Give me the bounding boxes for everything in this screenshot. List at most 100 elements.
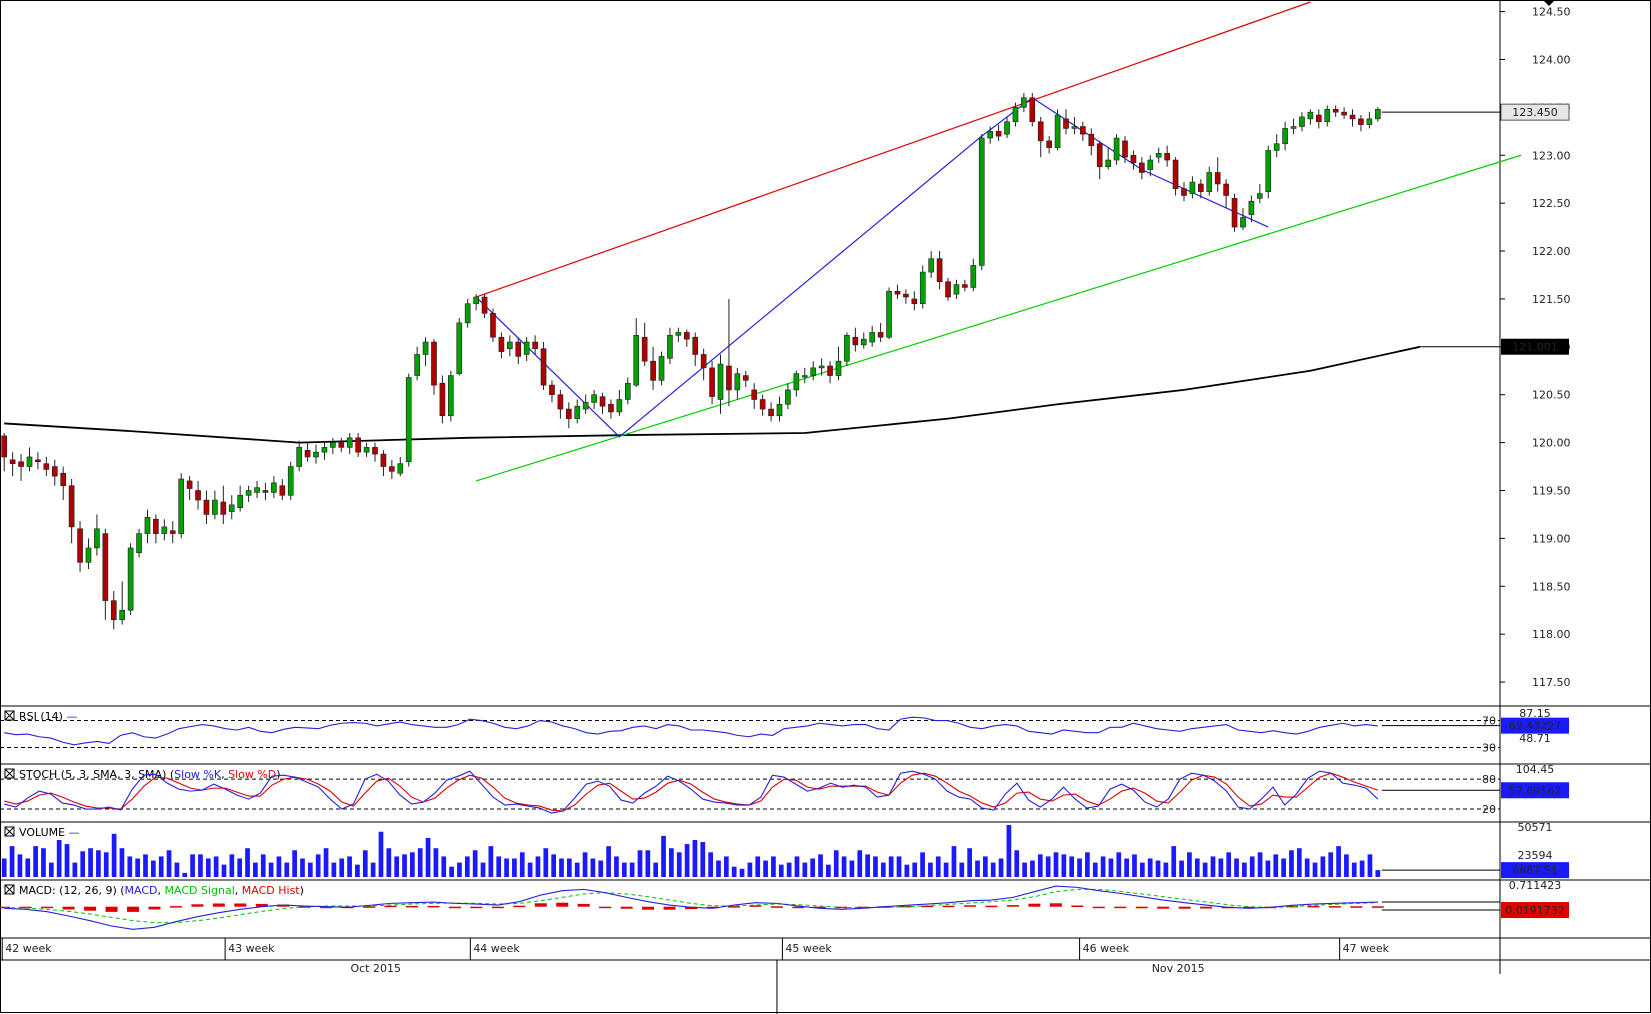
candle-body bbox=[507, 341, 513, 350]
volume-bar bbox=[331, 862, 337, 877]
candle-body bbox=[700, 354, 707, 369]
volume-bar bbox=[841, 856, 847, 877]
macd-hist-bar bbox=[427, 905, 440, 908]
candle-body bbox=[793, 373, 800, 391]
volume-bar bbox=[519, 852, 525, 877]
candle-body bbox=[852, 336, 859, 346]
volume-bar bbox=[260, 854, 266, 877]
candle-body bbox=[85, 547, 92, 563]
stoch-d-line bbox=[4, 772, 1378, 812]
candle-body bbox=[237, 494, 243, 509]
macd-hist-bar bbox=[191, 904, 204, 907]
volume-bar bbox=[731, 866, 737, 877]
candle-body bbox=[953, 284, 960, 295]
macd-hist-bar bbox=[1006, 905, 1019, 907]
candle-body bbox=[178, 478, 185, 534]
candle-body bbox=[624, 382, 631, 400]
stoch-last-label-box bbox=[1501, 782, 1569, 799]
week-label: 44 week bbox=[473, 942, 520, 955]
candle-body bbox=[60, 472, 67, 487]
candle-body bbox=[801, 375, 808, 378]
volume-bar bbox=[347, 856, 352, 877]
y-tick-label: 124.50 bbox=[1532, 6, 1571, 19]
volume-bar bbox=[716, 860, 721, 877]
volume-bar bbox=[598, 860, 604, 877]
stoch-axis-top: 104.45 bbox=[1516, 763, 1555, 776]
volume-bar bbox=[692, 839, 698, 877]
macd-hist-bar bbox=[1092, 906, 1105, 909]
volume-bar bbox=[1108, 858, 1114, 877]
volume-bar bbox=[33, 846, 38, 877]
volume-bar bbox=[865, 854, 870, 877]
volume-bar bbox=[990, 862, 996, 877]
volume-bar bbox=[708, 852, 713, 877]
candle-body bbox=[1189, 181, 1196, 194]
volume-bar bbox=[512, 858, 517, 877]
volume-bar bbox=[80, 851, 86, 877]
candle-body bbox=[1206, 172, 1213, 192]
candle-body bbox=[540, 348, 547, 386]
volume-bar bbox=[166, 850, 172, 877]
macd-last-label: 0.0191732 bbox=[1505, 904, 1565, 917]
volume-bar bbox=[920, 852, 925, 877]
candle-body bbox=[203, 499, 210, 515]
candle-body bbox=[169, 530, 176, 534]
volume-bar bbox=[441, 856, 447, 877]
candle-body bbox=[675, 332, 682, 336]
candle-body bbox=[363, 447, 370, 453]
volume-bar bbox=[998, 858, 1004, 877]
volume-bar bbox=[25, 858, 31, 877]
macd-hist-bar bbox=[234, 903, 247, 907]
volume-bar bbox=[1336, 846, 1341, 877]
volume-bar bbox=[1171, 846, 1177, 877]
volume-bar bbox=[1344, 854, 1349, 877]
candle-body bbox=[313, 451, 319, 458]
y-tick-label: 118.00 bbox=[1532, 628, 1571, 641]
candle-body bbox=[911, 298, 918, 305]
volume-bar bbox=[284, 862, 290, 877]
level-label: 20 bbox=[1482, 803, 1496, 816]
candle-body bbox=[338, 442, 345, 448]
macd-hist-bar bbox=[62, 906, 75, 910]
volume-bar bbox=[1069, 856, 1075, 877]
candle-body bbox=[641, 336, 648, 362]
volume-bar bbox=[582, 852, 588, 877]
volume-bar bbox=[1100, 856, 1106, 877]
volume-bar bbox=[315, 854, 321, 877]
y-tick-label: 117.50 bbox=[1532, 676, 1571, 689]
volume-bar bbox=[802, 862, 808, 877]
volume-bar bbox=[103, 852, 109, 877]
volume-bar bbox=[896, 856, 902, 877]
volume-bar bbox=[1273, 854, 1279, 877]
macd-hist-bar bbox=[169, 906, 182, 908]
volume-bar bbox=[676, 852, 682, 877]
rsi-axis-mid: 48.71 bbox=[1519, 732, 1551, 745]
pane-close-box bbox=[4, 768, 15, 779]
candle-body bbox=[1113, 137, 1120, 161]
macd-hist-bar bbox=[921, 905, 934, 908]
volume-bar bbox=[637, 850, 643, 877]
ma-value-box bbox=[1501, 338, 1569, 355]
candle-body bbox=[304, 449, 311, 458]
y-tick-label: 120.50 bbox=[1532, 389, 1571, 402]
macd-hist-bar bbox=[620, 906, 633, 909]
volume-bar bbox=[943, 862, 949, 877]
macd-hist-bar bbox=[448, 906, 461, 909]
macd-hist-bar bbox=[1243, 906, 1256, 909]
candle-body bbox=[212, 499, 218, 515]
macd-hist-bar bbox=[1307, 905, 1320, 908]
candle-body bbox=[1315, 114, 1322, 123]
rsi-last-label: 62.43227 bbox=[1509, 720, 1562, 733]
trendline-zigzag bbox=[475, 97, 1269, 438]
candle-body bbox=[1037, 121, 1044, 142]
candle-body bbox=[1122, 140, 1128, 158]
moving-average-line bbox=[4, 345, 1421, 444]
volume-bar bbox=[190, 854, 195, 877]
candle-body bbox=[1130, 154, 1137, 164]
candle-body bbox=[1139, 162, 1145, 173]
macd-hist-bar bbox=[599, 906, 612, 909]
candle-body bbox=[1324, 108, 1331, 123]
macd-hist-bar bbox=[41, 906, 54, 909]
candle-body bbox=[1063, 118, 1069, 129]
volume-bar bbox=[362, 850, 368, 877]
